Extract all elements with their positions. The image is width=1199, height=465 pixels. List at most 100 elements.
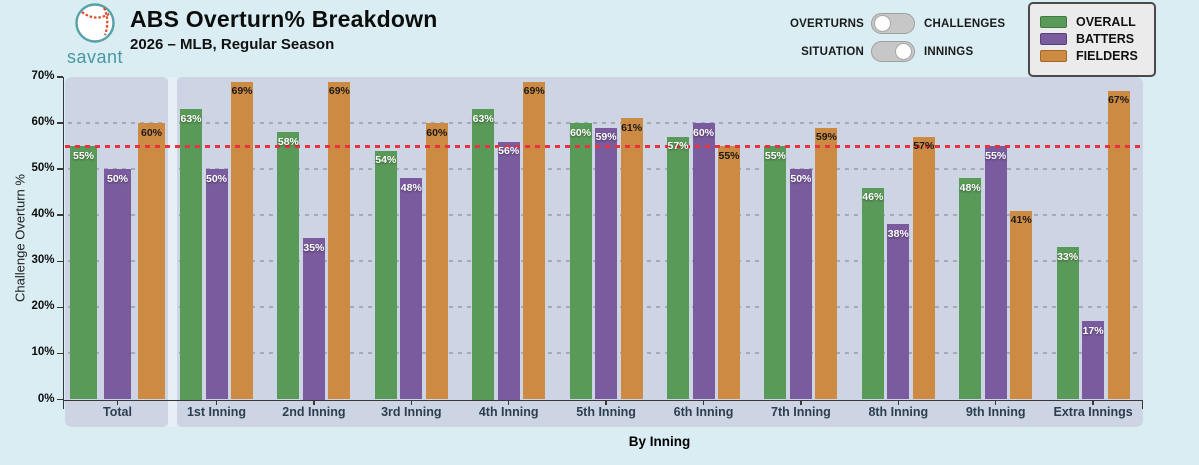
bar-fielders-9[interactable] [912,136,935,400]
bar-overall-4[interactable] [374,150,397,400]
bar-value-label: 55% [764,149,786,162]
bar-value-label: 41% [1010,214,1032,227]
bar-batters-5[interactable] [497,141,520,400]
bar-value-label: 61% [621,121,643,134]
bar-fielders-5[interactable] [523,81,546,400]
bar-batters-1[interactable] [104,169,131,400]
x-tick-label[interactable]: 8th Inning [868,405,929,419]
savant-logo[interactable]: savant [58,2,132,68]
legend-item-fielders[interactable]: FIELDERS [1040,49,1144,63]
x-tick-label[interactable]: 2nd Inning [282,405,346,419]
bar-value-label: 60% [692,126,714,139]
bar-fielders-3[interactable] [328,81,351,400]
y-axis-title: Challenge Overturn % [12,174,28,303]
bar-fielders-6[interactable] [620,118,643,400]
y-tick-label: 10% [31,346,55,359]
bar-batters-11[interactable] [1082,321,1105,400]
x-tick [800,399,802,405]
bar-fielders-4[interactable] [425,123,448,400]
overturns-challenges-toggle[interactable] [871,13,915,34]
bar-overall-8[interactable] [764,146,787,400]
challenges-label: CHALLENGES [924,17,1006,30]
y-tick [57,168,63,170]
y-tick-label: 70% [31,70,55,82]
bar-overall-5[interactable] [472,109,495,400]
bar-overall-6[interactable] [569,123,592,400]
bar-batters-9[interactable] [887,224,910,400]
bar-batters-2[interactable] [205,169,228,400]
bar-batters-7[interactable] [692,123,715,400]
bar-fielders-8[interactable] [815,127,838,400]
toggle-knob [874,15,891,32]
bar-fielders-1[interactable] [138,123,165,400]
y-tick-label: 20% [31,300,55,313]
y-tick [57,76,63,78]
y-tick-label: 40% [31,208,55,221]
y-tick [57,306,63,309]
bar-batters-4[interactable] [400,178,423,400]
bar-fielders-10[interactable] [1010,210,1033,400]
x-tick-label[interactable]: 6th Inning [673,405,734,419]
bar-batters-3[interactable] [302,238,325,400]
gridline [179,214,1140,217]
bar-overall-10[interactable] [959,178,982,400]
bar-value-label: 69% [328,85,350,98]
gridline [179,122,1140,125]
bar-overall-3[interactable] [277,132,300,400]
legend-label: OVERALL [1076,15,1136,29]
bar-value-label: 48% [400,181,422,194]
bar-batters-6[interactable] [595,127,618,400]
gridline [68,122,166,125]
x-tick-label[interactable]: 3rd Inning [381,405,442,419]
y-tick [57,398,63,401]
x-tick [313,399,315,405]
x-tick-label[interactable]: 9th Inning [965,405,1026,419]
legend-label: FIELDERS [1076,49,1138,63]
bar-value-label: 46% [862,191,884,204]
legend-swatch [1040,16,1067,28]
legend-item-overall[interactable]: OVERALL [1040,15,1144,29]
bar-value-label: 55% [985,149,1007,162]
x-tick-label[interactable]: 7th Inning [771,405,831,419]
bar-value-label: 63% [472,112,494,125]
bar-value-label: 54% [375,154,397,167]
gridline [179,168,1140,171]
x-axis-end-tick [1141,399,1143,409]
bar-batters-8[interactable] [789,169,812,400]
x-tick-label[interactable]: 5th Inning [576,405,636,419]
bar-overall-1[interactable] [70,146,97,400]
savant-logo-text: savant [66,47,124,67]
bar-fielders-7[interactable] [718,146,740,400]
x-tick [897,399,900,405]
bar-value-label: 50% [106,172,128,185]
bar-overall-2[interactable] [180,109,202,400]
x-tick-label[interactable]: Total [103,405,132,419]
chart-legend: OVERALL BATTERS FIELDERS [1028,2,1156,77]
bar-value-label: 55% [72,149,94,162]
bar-batters-10[interactable] [984,146,1007,400]
bar-overall-11[interactable] [1056,247,1079,400]
x-tick-label[interactable]: 1st Inning [186,405,247,419]
x-tick [410,399,413,405]
bar-value-label: 59% [815,131,837,144]
bar-fielders-11[interactable] [1107,90,1130,400]
panel-separator [168,77,177,427]
bar-value-label: 69% [523,85,545,98]
y-tick [57,352,63,355]
gridline [179,260,1140,263]
bar-fielders-2[interactable] [231,81,253,400]
bar-value-label: 57% [667,140,689,153]
bar-value-label: 58% [277,135,299,148]
bar-overall-7[interactable] [667,136,689,400]
bar-overall-9[interactable] [861,187,884,400]
bar-value-label: 50% [790,172,812,185]
y-tick [57,122,63,124]
x-tick-label[interactable]: Extra Innings [1053,405,1133,419]
y-tick-label: 60% [31,116,55,129]
x-tick [507,399,510,405]
y-tick [57,214,63,216]
situation-innings-toggle[interactable] [871,41,915,62]
legend-item-batters[interactable]: BATTERS [1040,32,1144,46]
x-tick-label[interactable]: 4th Inning [478,405,539,419]
